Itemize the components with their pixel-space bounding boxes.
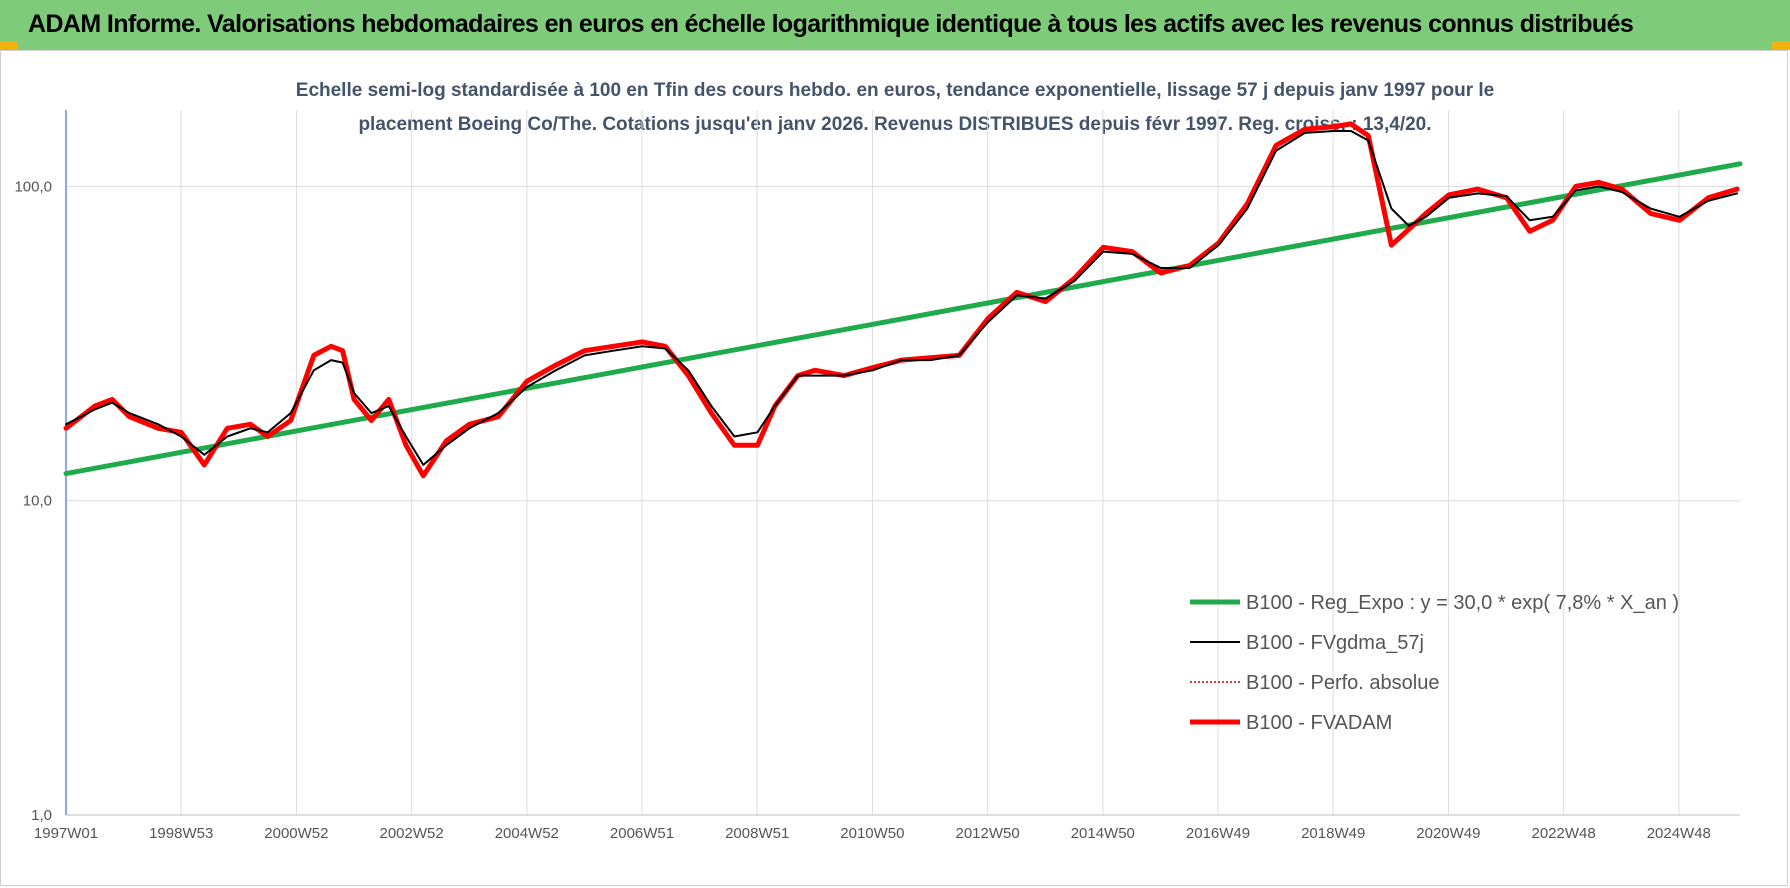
x-tick-label: 1997W01 [34, 825, 98, 842]
header-banner: ADAM Informe. Valorisations hebdomadaire… [0, 0, 1790, 50]
gridlines [65, 110, 1740, 815]
page-title: ADAM Informe. Valorisations hebdomadaire… [28, 10, 1634, 38]
x-tick-label: 2000W52 [264, 825, 328, 842]
series-line-3 [63, 121, 1740, 479]
chart-frame [0, 50, 1788, 886]
series-line-1 [65, 130, 1739, 466]
x-tick-label: 2002W52 [379, 825, 443, 842]
x-tick-label: 2008W51 [725, 825, 789, 842]
legend-label-0: B100 - Reg_Expo : y = 30,0 * exp( 7,8% *… [1246, 592, 1679, 614]
x-tick-label: 2012W50 [955, 825, 1019, 842]
chart-subtitle-line-2: placement Boeing Co/The. Cotations jusqu… [358, 114, 1431, 135]
x-tick-label: 2016W49 [1186, 825, 1250, 842]
corner-marker-left [0, 41, 18, 50]
x-tick-label: 2022W48 [1531, 825, 1595, 842]
chart-subtitle-line-1: Echelle semi-log standardisée à 100 en T… [296, 80, 1494, 101]
x-tick-label: 2006W51 [610, 825, 674, 842]
legend-label-2: B100 - Perfo. absolue [1246, 672, 1439, 694]
corner-marker-right [1772, 41, 1790, 50]
legend-label-1: B100 - FVgdma_57j [1246, 632, 1424, 654]
x-tick-label: 2014W50 [1071, 825, 1135, 842]
y-tick-label: 10,0 [23, 493, 52, 510]
x-tick-label: 2020W49 [1416, 825, 1480, 842]
y-tick-label: 100,0 [14, 178, 52, 195]
x-tick-label: 2004W52 [495, 825, 559, 842]
x-tick-label: 1998W53 [149, 825, 213, 842]
y-tick-label: 1,0 [31, 807, 52, 824]
x-tick-label: 2024W48 [1647, 825, 1711, 842]
series-line-0 [63, 161, 1743, 477]
legend: B100 - Reg_Expo : y = 30,0 * exp( 7,8% *… [1190, 592, 1679, 734]
x-tick-label: 2018W49 [1301, 825, 1365, 842]
legend-label-3: B100 - FVADAM [1246, 712, 1392, 734]
axes: 1997W01 1998W53 2000W52 2002W52 2004W52 2006W… [14, 110, 1740, 842]
series-line-2 [65, 123, 1738, 477]
x-tick-label: 2010W50 [840, 825, 904, 842]
series-lines [63, 121, 1743, 479]
